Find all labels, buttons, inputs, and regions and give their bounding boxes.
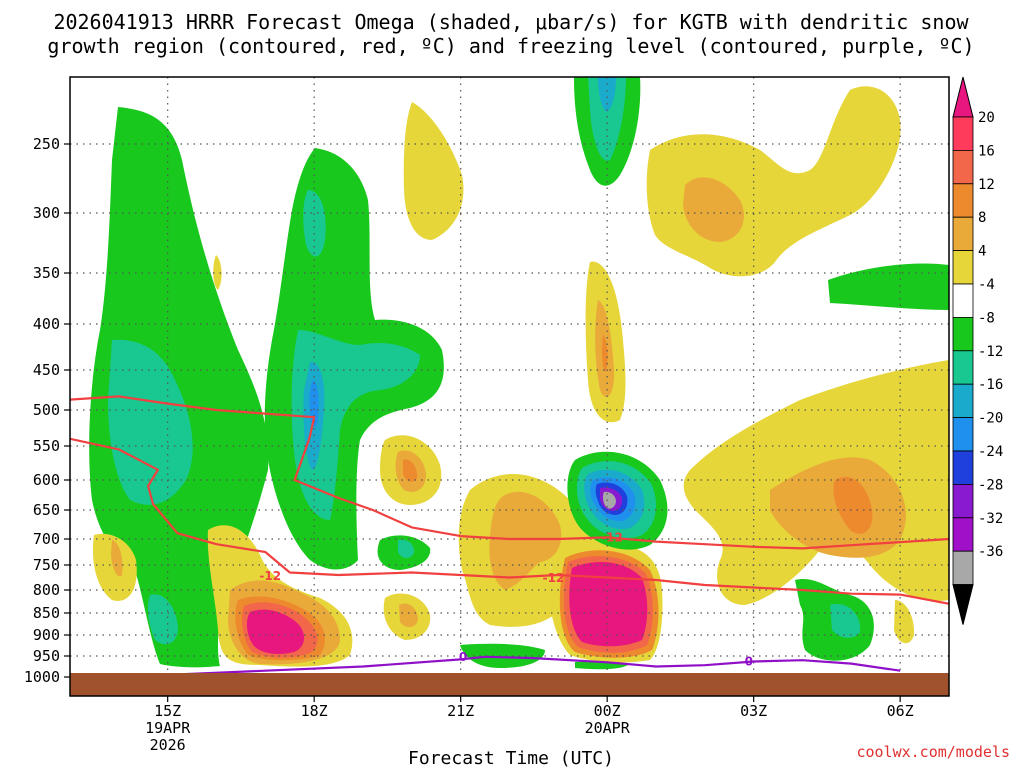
omega-region-pink-blob <box>569 562 648 647</box>
colorbar-label-0: 20 <box>978 110 995 126</box>
chart-title-line2: growth region (contoured, red, ºC) and f… <box>47 34 974 58</box>
y-tick-label-1000: 1000 <box>24 668 60 686</box>
omega-region-yellow-far-east <box>718 509 759 564</box>
omega-region-orange-center-low <box>489 491 562 590</box>
omega-region-green-strip <box>460 643 545 668</box>
colorbar-label-9: -20 <box>978 411 1003 427</box>
omega-region-teal-mid <box>291 330 420 520</box>
colorbar-swatch-2 <box>952 183 974 218</box>
y-tick-label-600: 600 <box>33 471 60 489</box>
omega-region-orange-small-low <box>399 603 418 628</box>
colorbar-label-11: -28 <box>978 477 1003 493</box>
colorbar-swatch-6 <box>952 316 974 352</box>
colorbar-swatch-5 <box>952 283 974 318</box>
omega-region-yellow-right-small <box>894 600 915 644</box>
x-tick-label-03Z: 03Z <box>740 702 767 720</box>
contour-lines: 0 0 -12 -12 -12 <box>70 395 949 678</box>
omega-region-orange-ne <box>683 177 744 242</box>
contour-label-dendritic-lower-1: -12 <box>543 571 565 585</box>
colorbar-label-5: -4 <box>978 277 995 293</box>
contour-label-dendritic-lower-0: -12 <box>259 569 281 583</box>
colorbar-label-7: -12 <box>978 344 1003 360</box>
colorbar-swatch-13 <box>952 550 974 586</box>
omega-region-red-east <box>833 476 873 534</box>
y-tick-label-400: 400 <box>33 315 60 333</box>
y-tick-label-450: 450 <box>33 361 60 379</box>
y-tick-label-800: 800 <box>33 581 60 599</box>
colorbar-label-13: -36 <box>978 544 1003 560</box>
colorbar-label-3: 8 <box>978 210 986 226</box>
x-tick-label-00Z: 00Z <box>594 702 621 720</box>
chart-title-line1: 2026041913 HRRR Forecast Omega (shaded, … <box>53 10 969 34</box>
colorbar-swatch-1 <box>952 149 974 185</box>
y-tick-label-750: 750 <box>33 556 60 574</box>
omega-region-orange-far-left <box>111 540 123 577</box>
colorbar-over-triangle <box>952 76 974 118</box>
omega-region-red-small <box>403 459 418 482</box>
omega-region-teal-small <box>398 539 415 559</box>
y-tick-label-350: 350 <box>33 264 60 282</box>
colorbar-swatch-9 <box>952 417 974 452</box>
colorbar-swatch-8 <box>952 383 974 419</box>
omega-region-red-center <box>602 335 608 372</box>
x-axis-label: Forecast Time (UTC) <box>408 748 614 768</box>
contour-label-dendritic-upper-0: -12 <box>601 530 623 544</box>
contour-freezing-level <box>70 655 901 678</box>
colorbar-label-10: -24 <box>978 444 1003 460</box>
y-tick-label-250: 250 <box>33 135 60 153</box>
x-tick-label-18Z: 18Z <box>301 702 328 720</box>
colorbar-swatch-10 <box>952 450 974 485</box>
colorbar-label-8: -16 <box>978 377 1003 393</box>
colorbar-swatch-7 <box>952 350 974 385</box>
omega-region-green-east <box>828 263 949 310</box>
omega-region-teal-upper <box>303 190 326 257</box>
contour-dendritic-upper <box>70 395 949 550</box>
y-tick-label-850: 850 <box>33 604 60 622</box>
contour-dendritic-lower <box>70 437 949 605</box>
watermark: coolwx.com/models <box>856 743 1010 761</box>
omega-region-teal-low-west <box>147 594 178 645</box>
colorbar-swatch-4 <box>952 250 974 285</box>
x-tick-label-15Z: 15Z <box>154 702 181 720</box>
contour-label-freezing-level-1: 0 <box>745 654 753 668</box>
colorbar-label-12: -32 <box>978 511 1003 527</box>
y-tick-label-550: 550 <box>33 437 60 455</box>
plot-area: 0 0 -12 -12 -12 <box>69 76 950 697</box>
x-tick-year-15Z: 2026 <box>150 736 186 754</box>
colorbar-label-6: -8 <box>978 310 995 326</box>
colorbar-swatch-12 <box>952 517 974 552</box>
y-tick-label-900: 900 <box>33 626 60 644</box>
x-tick-date-15Z: 19APR <box>145 719 191 737</box>
colorbar-swatch-3 <box>952 216 974 251</box>
y-tick-label-700: 700 <box>33 530 60 548</box>
y-axis: 250 300 350 400 450 500 550 600 650 700 750 800 850 9… <box>24 135 70 686</box>
y-tick-label-300: 300 <box>33 204 60 222</box>
x-tick-date-00Z: 20APR <box>585 719 631 737</box>
colorbar-swatch-0 <box>952 116 974 151</box>
y-tick-label-650: 650 <box>33 501 60 519</box>
y-tick-label-950: 950 <box>33 647 60 665</box>
contour-label-freezing-level-0: 0 <box>459 650 467 664</box>
x-tick-label-06Z: 06Z <box>887 702 914 720</box>
colorbar-label-2: 12 <box>978 177 995 193</box>
omega-region-teal-west <box>108 339 193 505</box>
x-tick-label-21Z: 21Z <box>447 702 474 720</box>
colorbar-under-triangle <box>952 584 974 625</box>
colorbar-swatch-11 <box>952 483 974 519</box>
omega-region-pink-left <box>246 609 305 654</box>
omega-region-yellow-dot <box>213 255 222 290</box>
omega-region-yellow-nw <box>403 102 464 240</box>
omega-region-blue-top <box>598 77 616 112</box>
plot-frame <box>69 76 950 697</box>
colorbar-label-1: 16 <box>978 143 995 159</box>
surface-ground <box>70 673 949 696</box>
colorbar-label-4: 4 <box>978 244 986 260</box>
colorbar: 20 16 12 8 4 -4 -8 -12 -16 -20 -24 -28 -32 -36 <box>952 76 1003 625</box>
omega-region-teal-top <box>588 77 626 161</box>
omega-region-gray-vortex <box>603 491 616 509</box>
y-tick-label-500: 500 <box>33 401 60 419</box>
